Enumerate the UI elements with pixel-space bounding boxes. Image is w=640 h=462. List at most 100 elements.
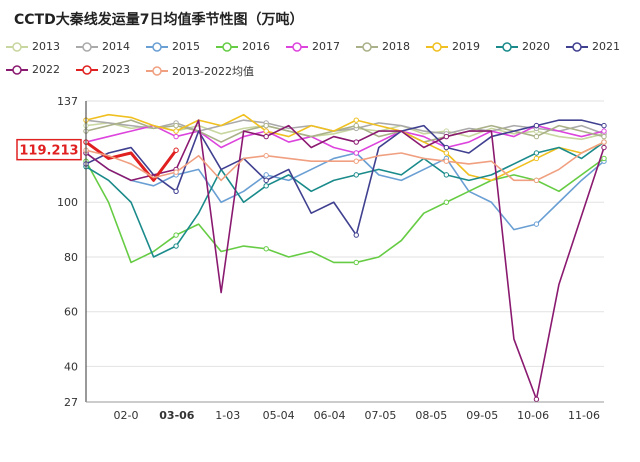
current-value-label: 119.213 [19, 144, 78, 159]
y-tick-label: 27 [64, 396, 78, 409]
data-point [533, 155, 540, 162]
x-tick-label: 09-05 [466, 409, 498, 422]
series-line [85, 119, 605, 401]
data-point [173, 232, 179, 238]
data-point [443, 172, 450, 178]
data-point [443, 144, 450, 151]
legend-label: 2020 [522, 40, 550, 53]
data-point [173, 147, 179, 153]
data-point [353, 122, 359, 129]
data-point [533, 221, 540, 227]
x-tick-label: 1-03 [215, 409, 240, 422]
data-point [263, 122, 269, 129]
data-point [173, 128, 179, 134]
data-point [443, 133, 450, 140]
legend-marker-icon [216, 41, 238, 52]
series-lines [83, 113, 607, 402]
legend-item[interactable]: 2015 [146, 40, 200, 53]
legend-item[interactable]: 2019 [426, 40, 480, 53]
legend-item[interactable]: 2023 [76, 63, 130, 76]
legend-label: 2016 [242, 40, 270, 53]
x-tick-label: 05-04 [263, 409, 295, 422]
data-point [353, 172, 359, 178]
x-tick-label: 03-06 [159, 409, 195, 422]
legend-marker-icon [76, 64, 98, 75]
data-point [353, 139, 359, 145]
legend-label: 2013 [32, 40, 60, 53]
legend-item[interactable]: 2017 [286, 40, 340, 53]
data-point [173, 133, 179, 140]
legend-marker-icon [146, 41, 168, 52]
data-point [263, 133, 269, 140]
x-tick-label: 08-05 [415, 409, 447, 422]
legend-label: 2014 [102, 40, 130, 53]
current-value-callout: 119.213 [16, 138, 82, 161]
legend-label: 2021 [592, 40, 620, 53]
legend-item[interactable]: 2018 [356, 40, 410, 53]
series-line [85, 140, 178, 182]
data-point [263, 153, 269, 159]
legend-item[interactable]: 2014 [76, 40, 130, 53]
legend-marker-icon [286, 41, 308, 52]
data-point [443, 158, 450, 164]
data-point [263, 172, 269, 178]
data-point [173, 243, 179, 249]
y-tick-label: 60 [64, 306, 78, 319]
data-point [353, 158, 359, 164]
legend-marker-icon [426, 41, 448, 52]
legend-marker-icon [566, 41, 588, 52]
legend-label: 2017 [312, 40, 340, 53]
series-line [85, 113, 605, 182]
legend-marker-icon [6, 64, 28, 75]
data-point [353, 259, 359, 266]
series-line [85, 141, 605, 258]
data-point [443, 199, 450, 205]
data-point [353, 232, 359, 238]
legend-marker-icon [76, 41, 98, 52]
data-point [601, 133, 607, 140]
data-point [601, 122, 607, 129]
legend-item[interactable]: 2013 [6, 40, 60, 53]
data-point [533, 122, 540, 129]
legend-label: 2022 [32, 63, 60, 76]
legend-label: 2013-2022均值 [172, 65, 254, 78]
data-point [173, 188, 179, 195]
data-point [533, 150, 540, 156]
legend-label: 2018 [382, 40, 410, 53]
series-line [85, 119, 605, 143]
y-tick-label: 80 [64, 251, 78, 264]
series-line [85, 152, 605, 231]
series-line [85, 124, 605, 154]
data-point [601, 144, 607, 151]
x-tick-label: 02-0 [114, 409, 139, 422]
data-point [443, 150, 450, 156]
data-point [263, 177, 269, 184]
series-line [85, 119, 605, 135]
axes: 137 100 80 60 40 27 02-0 03-06 1-03 05-04 06-04 07-… [57, 95, 604, 422]
data-point [601, 155, 607, 162]
y-tick-label: 137 [57, 95, 78, 108]
y-tick-label: 40 [64, 360, 78, 373]
data-point [263, 128, 269, 134]
chart-title: CCTD大秦线发运量7日均值季节性图（万吨） [14, 12, 304, 28]
data-point [533, 396, 540, 402]
y-tick-label: 100 [57, 196, 78, 209]
x-tick-label: 06-04 [314, 409, 346, 422]
series-line [85, 119, 605, 236]
legend-marker-icon [146, 66, 168, 76]
legend-item[interactable]: 2016 [216, 40, 270, 53]
data-point [533, 177, 540, 184]
legend-item[interactable]: 2021 [566, 40, 620, 53]
legend-label: 2019 [452, 40, 480, 53]
data-point [173, 122, 179, 129]
legend-item[interactable]: 2013-2022均值 [146, 63, 254, 79]
legend-item[interactable]: 2022 [6, 63, 60, 76]
legend-marker-icon [356, 41, 378, 52]
legend-label: 2023 [102, 63, 130, 76]
legend-item[interactable]: 2020 [496, 40, 550, 53]
data-point [533, 133, 540, 140]
x-tick-label: 10-06 [517, 409, 549, 422]
legend-marker-icon [6, 41, 28, 52]
data-point [601, 128, 607, 134]
x-tick-label: 07-05 [364, 409, 396, 422]
